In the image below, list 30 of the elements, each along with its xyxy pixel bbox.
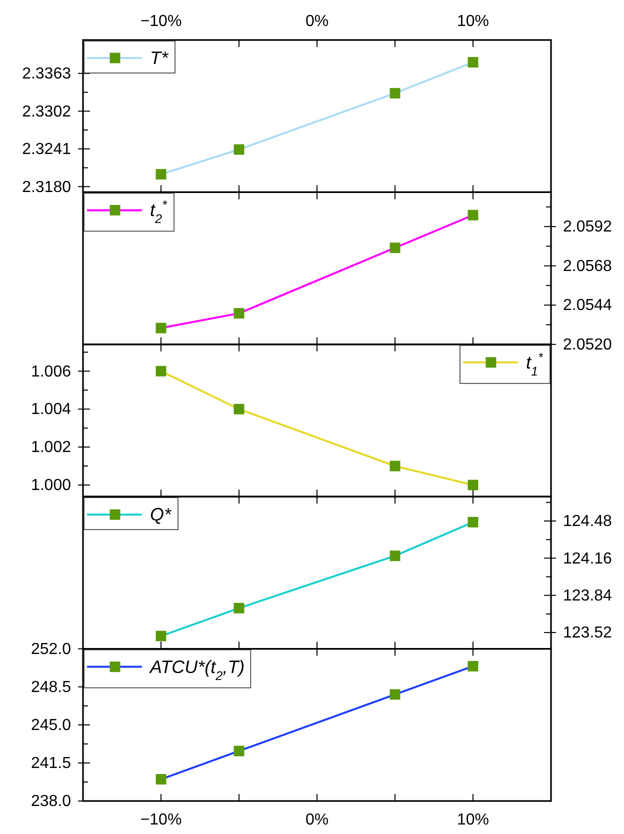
y-tick-label: 2.3241 [22,141,72,158]
y-tick-label: 1.004 [30,401,72,418]
y2-tick-label: 123.84 [563,587,612,604]
y-tick-label: 241.5 [30,755,72,772]
y-tick-label: 2.3363 [22,66,72,83]
x2-tick-label: −10% [140,13,182,30]
y-tick-label: 252.0 [30,640,72,658]
x-tick-label: 0% [305,811,329,828]
x-tick-label: 10% [456,811,490,828]
y2-tick-label: 2.0592 [563,218,612,236]
x-tick-label: −10% [140,811,182,828]
y-tick-label: 248.5 [30,678,72,696]
y2-tick-label: 124.48 [563,513,612,530]
y2-tick-label: 2.0568 [563,258,612,275]
x2-tick-label: 10% [456,13,490,30]
y-tick-label: 238.0 [30,793,72,810]
y-tick-label: 2.3302 [22,103,72,120]
y-tick-label: 1.002 [30,439,72,456]
legend-label: T* [150,48,169,68]
x2-tick-label: 0% [305,13,329,30]
y-tick-label: 1.006 [30,363,72,380]
y2-tick-label: 2.0520 [563,336,612,354]
legend-label: ATCU*(t$_{2}$,T) [149,656,245,683]
y-tick-label: 2.3180 [22,178,72,196]
y-tick-label: 245.0 [30,717,72,734]
y-tick-label: 1.000 [30,477,72,494]
y2-tick-label: 2.0544 [563,297,612,314]
legend-label: Q* [150,504,172,525]
y2-tick-label: 124.16 [563,550,612,568]
y2-tick-label: 123.52 [563,624,612,642]
